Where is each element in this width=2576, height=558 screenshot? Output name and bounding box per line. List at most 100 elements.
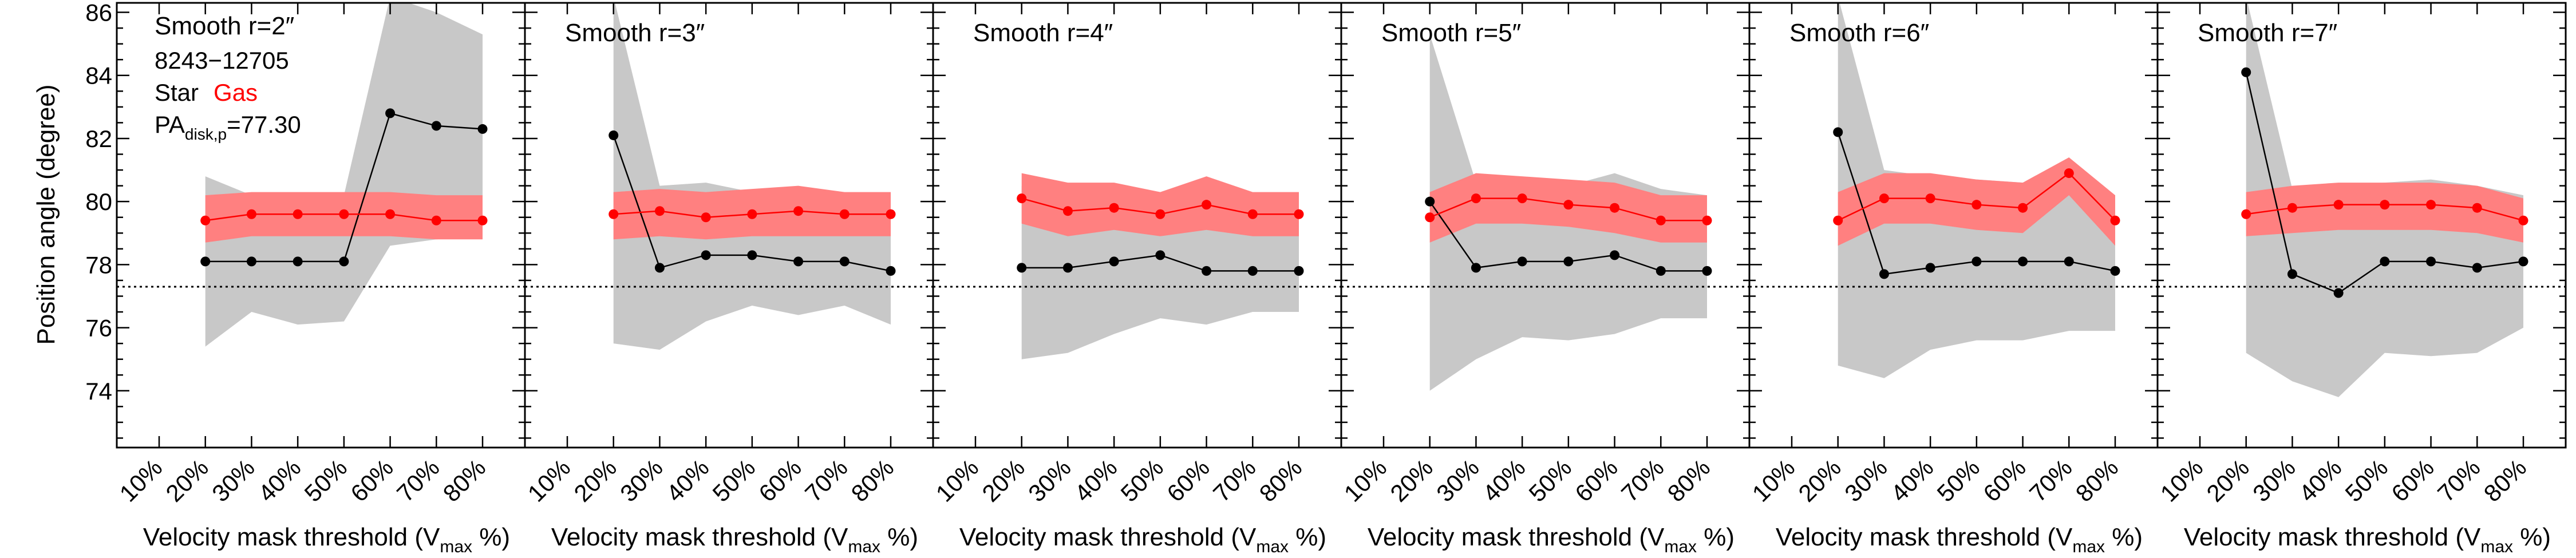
x-tick-label: 20% (1793, 454, 1846, 507)
x-tick-label: 10% (2155, 454, 2208, 507)
star-point (1925, 263, 1935, 273)
legend: Star Gas (155, 79, 258, 106)
legend-gas: Gas (214, 79, 258, 106)
gas-point (200, 215, 211, 225)
x-tick-label: 70% (800, 454, 853, 507)
x-tick-label: 20% (568, 454, 622, 507)
x-tick-label: 20% (977, 454, 1030, 507)
star-point (1879, 269, 1889, 279)
panel-title: Smooth r=4″ (973, 19, 1113, 47)
star-point (747, 250, 757, 260)
star-point (1294, 266, 1304, 276)
gas-point (2110, 215, 2120, 225)
gas-point (1202, 200, 1212, 210)
y-tick-label: 76 (85, 315, 112, 342)
x-tick-label: 70% (1616, 454, 1669, 507)
x-tick-label: 30% (615, 454, 668, 507)
gas-point (654, 206, 665, 216)
gas-point (2064, 168, 2074, 179)
star-point (1656, 266, 1666, 276)
x-tick-label: 40% (1477, 454, 1531, 507)
star-point (200, 256, 211, 267)
panel-title: Smooth r=5″ (1381, 19, 1521, 47)
star-point (477, 124, 488, 134)
gas-point (2518, 215, 2528, 225)
chart-panel-4: 10%20%30%40%50%60%70%80% Smooth r=5″ Veloc… (1339, 2, 1751, 556)
x-tick-label: 10% (1747, 454, 1800, 507)
gas-point (246, 209, 256, 219)
x-tick-label: 10% (114, 454, 168, 507)
x-tick-label: 70% (2024, 454, 2077, 507)
gas-point (839, 209, 850, 219)
star-point (654, 263, 665, 273)
star-point (1563, 256, 1574, 267)
x-tick-label: 60% (1978, 454, 2031, 507)
star-point (1109, 256, 1119, 267)
plot-area (2158, 3, 2566, 397)
panel-title: Smooth r=3″ (565, 19, 705, 47)
gas-point (339, 209, 349, 219)
galaxy-id: 8243−12705 (155, 47, 289, 74)
star-point (886, 266, 896, 276)
x-tick-label: 50% (1524, 454, 1577, 507)
y-tick-label: 78 (85, 251, 112, 278)
panel-title: Smooth r=6″ (1789, 19, 1929, 47)
x-tick-label: 60% (2386, 454, 2439, 507)
x-tick-label: 50% (1116, 454, 1169, 507)
x-tick-label: 70% (392, 454, 445, 507)
chart-panel-2: 10%20%30%40%50%60%70%80% Smooth r=3″ Veloc… (523, 2, 934, 556)
gas-point (1563, 200, 1574, 210)
gas-point (1294, 209, 1304, 219)
x-tick-label: 60% (345, 454, 398, 507)
x-tick-label: 10% (1339, 454, 1392, 507)
x-tick-label: 70% (2432, 454, 2486, 507)
x-axis-label: Velocity mask threshold (Vmax %) (143, 523, 510, 556)
star-point (2333, 288, 2344, 298)
plot-area (1749, 3, 2158, 378)
star-point (1971, 256, 1982, 267)
gas-band (2246, 183, 2523, 243)
star-point (1471, 263, 1481, 273)
plot-area (933, 173, 1341, 359)
star-point (1702, 266, 1712, 276)
x-tick-label: 30% (1839, 454, 1893, 507)
gas-point (1247, 209, 1258, 219)
gas-point (2287, 203, 2297, 213)
star-point (1202, 266, 1212, 276)
x-tick-label: 50% (708, 454, 761, 507)
chart-panel-3: 10%20%30%40%50%60%70%80% Smooth r=4″ Veloc… (931, 2, 1342, 556)
pa-disk-label: PAdisk,p=77.30 (155, 111, 301, 143)
x-tick-label: 30% (1431, 454, 1484, 507)
gas-point (1517, 193, 1527, 204)
star-point (2518, 256, 2528, 267)
x-tick-label: 80% (1662, 454, 1716, 507)
x-tick-label: 40% (1886, 454, 1939, 507)
x-tick-label: 20% (160, 454, 214, 507)
panel-title: Smooth r=7″ (2198, 19, 2337, 47)
gas-point (1155, 209, 1165, 219)
y-tick-label: 86 (85, 0, 112, 26)
x-tick-label: 30% (2247, 454, 2301, 507)
gas-band (1021, 173, 1299, 236)
star-point (2241, 67, 2251, 77)
star-point (431, 121, 441, 131)
star-point (339, 256, 349, 267)
y-tick-label: 84 (85, 62, 112, 89)
gas-point (747, 209, 757, 219)
y-axis-label: Position angle (degree) (32, 85, 60, 345)
star-point (2064, 256, 2074, 267)
gas-point (1017, 193, 1027, 204)
gas-point (701, 212, 711, 223)
gas-point (2472, 203, 2482, 213)
x-tick-label: 80% (846, 454, 899, 507)
star-point (293, 256, 303, 267)
gas-point (1833, 215, 1843, 225)
x-tick-label: 40% (253, 454, 306, 507)
y-tick-label: 80 (85, 188, 112, 215)
x-tick-label: 20% (1385, 454, 1438, 507)
plot-area (525, 3, 933, 350)
star-point (1833, 127, 1843, 137)
panel-title: Smooth r=2″ (155, 12, 294, 40)
star-point (2018, 256, 2028, 267)
